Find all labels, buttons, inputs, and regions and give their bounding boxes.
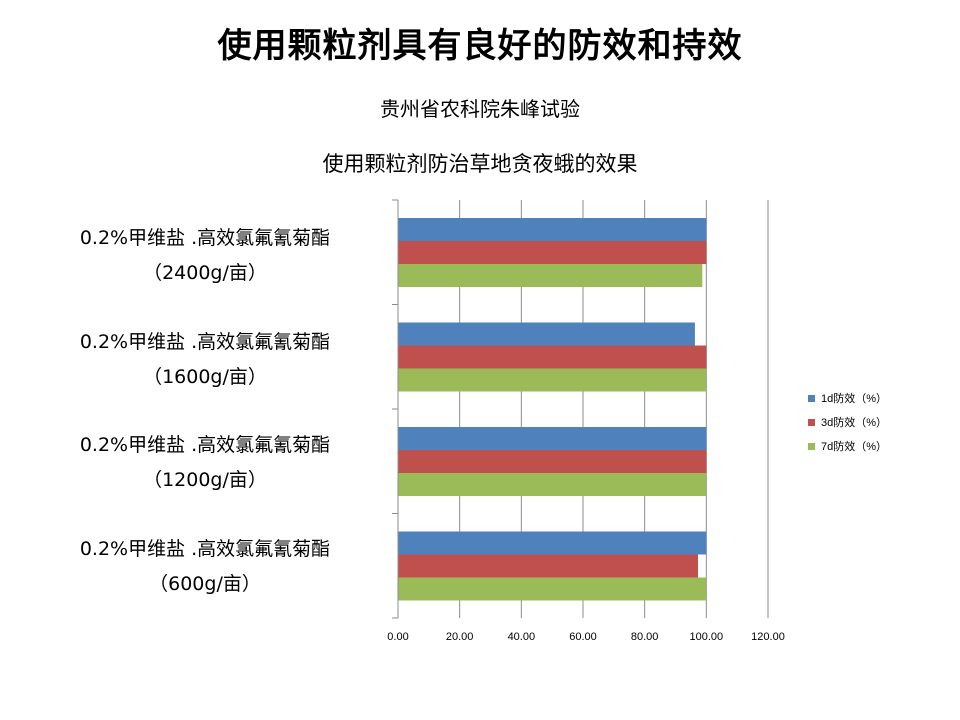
category-label-line2: （2400g/亩）	[143, 262, 267, 284]
legend-item: 1d防效（%）	[808, 386, 887, 410]
chart-title: 使用颗粒剂防治草地贪夜蛾的效果	[322, 152, 638, 176]
category-label-line2: （600g/亩）	[149, 573, 261, 595]
x-tick-label: 100.00	[690, 631, 724, 643]
bar	[398, 218, 707, 241]
legend-swatch	[808, 442, 815, 450]
legend-label: 1d防效（%）	[821, 393, 888, 405]
legend-item: 7d防效（%）	[808, 434, 887, 458]
category-label: 0.2%甲维盐 .高效氯氟氰菊酯 （2400g/亩）	[20, 221, 390, 291]
legend-swatch	[808, 418, 815, 426]
legend-swatch	[808, 394, 815, 402]
x-tick-label: 120.00	[751, 631, 785, 643]
legend-item: 3d防效（%）	[808, 410, 887, 434]
category-label-line2: （1600g/亩）	[143, 366, 267, 388]
legend: 1d防效（%） 3d防效（%） 7d防效（%）	[808, 386, 887, 458]
bar	[398, 264, 703, 287]
category-label: 0.2%甲维盐 .高效氯氟氰菊酯 （1200g/亩）	[20, 428, 390, 498]
category-label-line1: 0.2%甲维盐 .高效氯氟氰菊酯	[79, 227, 331, 249]
bar	[398, 322, 695, 346]
legend-label: 7d防效（%）	[821, 441, 888, 453]
bar	[398, 427, 707, 450]
category-label-line2: （1200g/亩）	[143, 469, 267, 491]
experiment-source: 贵州省农科院朱峰试验	[380, 97, 580, 121]
category-label-line1: 0.2%甲维盐 .高效氯氟氰菊酯	[79, 331, 331, 353]
bar	[398, 473, 707, 496]
category-label-line1: 0.2%甲维盐 .高效氯氟氰菊酯	[79, 434, 331, 456]
x-tick-label: 0.00	[387, 631, 408, 643]
bar	[398, 531, 707, 555]
x-tick-label: 60.00	[569, 631, 597, 643]
bar	[398, 241, 707, 264]
x-tick-label: 80.00	[631, 631, 659, 643]
bar	[398, 368, 707, 392]
category-label: 0.2%甲维盐 .高效氯氟氰菊酯 （600g/亩）	[20, 532, 390, 602]
category-label-line1: 0.2%甲维盐 .高效氯氟氰菊酯	[79, 538, 331, 560]
bar	[398, 554, 699, 578]
bar	[398, 345, 707, 369]
bar	[398, 450, 707, 473]
bar	[398, 577, 707, 601]
legend-label: 3d防效（%）	[821, 417, 888, 429]
x-tick-label: 20.00	[446, 631, 474, 643]
slide-title: 使用颗粒剂具有良好的防效和持效	[217, 26, 743, 66]
category-label: 0.2%甲维盐 .高效氯氟氰菊酯 （1600g/亩）	[20, 325, 390, 395]
x-tick-label: 40.00	[508, 631, 536, 643]
